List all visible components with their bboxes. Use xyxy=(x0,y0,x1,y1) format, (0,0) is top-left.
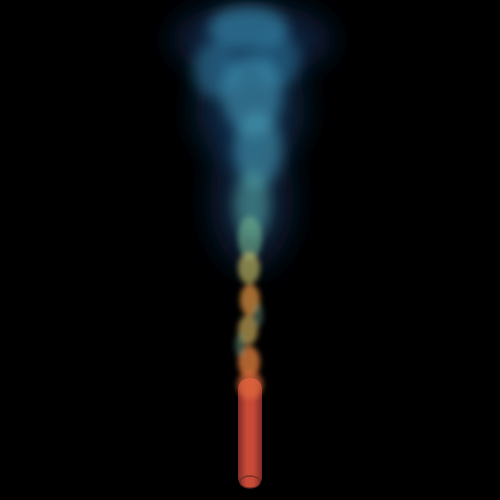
transition-green-side-r xyxy=(253,303,263,327)
jet-core xyxy=(237,371,263,488)
jet-glow xyxy=(237,371,263,399)
transition-green-side xyxy=(235,333,245,357)
plume-transition xyxy=(235,216,263,378)
transition-yellow-1 xyxy=(238,252,260,284)
